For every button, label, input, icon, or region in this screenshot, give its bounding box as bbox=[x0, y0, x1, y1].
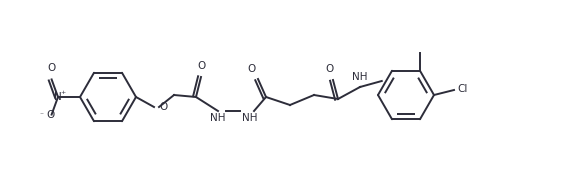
Text: ⁻: ⁻ bbox=[40, 110, 44, 119]
Text: O: O bbox=[48, 63, 56, 73]
Text: NH: NH bbox=[242, 113, 258, 123]
Text: NH: NH bbox=[210, 113, 226, 123]
Text: O: O bbox=[325, 64, 333, 74]
Text: N: N bbox=[54, 92, 62, 102]
Text: Cl: Cl bbox=[458, 84, 468, 94]
Text: O: O bbox=[159, 102, 167, 112]
Text: O: O bbox=[47, 110, 55, 120]
Text: O: O bbox=[197, 61, 205, 71]
Text: O: O bbox=[248, 64, 256, 74]
Text: +: + bbox=[60, 89, 66, 94]
Text: NH: NH bbox=[352, 72, 368, 82]
